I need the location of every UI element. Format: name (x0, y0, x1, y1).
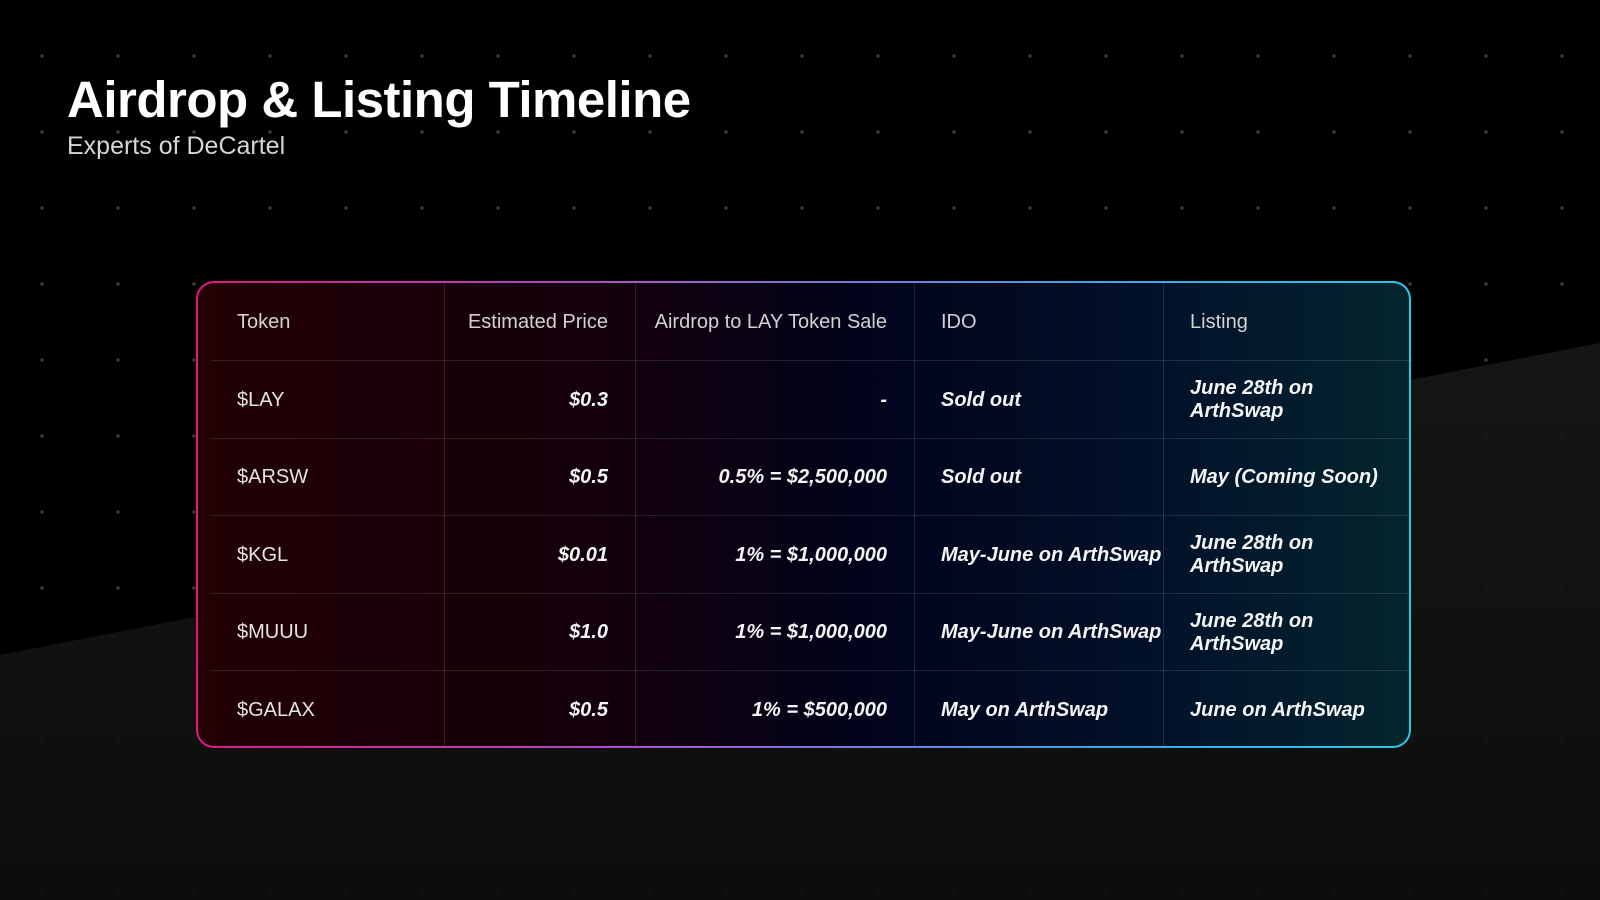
table-cell: $ARSW (211, 438, 445, 517)
table-cell: $0.3 (445, 361, 636, 439)
table-cell: $MUUU (211, 593, 445, 672)
table-row: $MUUU $1.0 1% = $1,000,000 May-June on Arth… (211, 592, 1409, 672)
table-cell: $1.0 (445, 593, 636, 672)
table-cell: $0.5 (445, 671, 636, 746)
table-cell: June 28th on ArthSwap (1190, 377, 1314, 422)
table-cell: $0.5 (445, 438, 636, 517)
table-cell: 0.5% = $2,500,000 (636, 438, 915, 517)
table-cell: May on ArthSwap (915, 671, 1164, 746)
table-cell: 1% = $500,000 (636, 671, 915, 746)
table-cell: June 28th on ArthSwap (1190, 609, 1314, 655)
table-cell: 1% = $1,000,000 (636, 593, 915, 672)
table-row: $KGL $0.01 1% = $1,000,000 May-June on Arth… (211, 515, 1409, 594)
table-cell: May-June on ArthSwap (915, 516, 1164, 594)
table-header-row: Token Estimated Price Airdrop to LAY Tok… (211, 283, 1409, 361)
table-cell: Sold out (915, 438, 1164, 517)
column-header: Estimated Price (445, 283, 636, 361)
table-cell: June 28th on ArthSwap (1190, 532, 1314, 577)
column-header: Token (211, 283, 445, 361)
table-body: Token Estimated Price Airdrop to LAY Tok… (198, 283, 1409, 746)
column-header: Listing (1190, 310, 1248, 333)
page-title: Airdrop & Listing Timeline (67, 71, 691, 128)
table-row: $LAY $0.3- Sold out June 28th on ArthSwap (211, 360, 1409, 439)
table-row: $ARSW $0.5 0.5% = $2,500,000 Sold out May (C… (211, 437, 1409, 517)
column-header: Airdrop to LAY Token Sale (636, 283, 915, 361)
table-cell: May-June on ArthSwap (915, 593, 1164, 672)
timeline-table: Token Estimated Price Airdrop to LAY Tok… (196, 281, 1411, 748)
column-header: IDO (915, 283, 1164, 361)
table-cell: - (636, 361, 915, 439)
table-cell: May (Coming Soon) (1190, 466, 1378, 488)
table-cell: June on ArthSwap (1190, 698, 1365, 721)
table-row: $GALAX $0.5 1% = $500,000 May on ArthSwap Ju… (211, 670, 1409, 746)
table-cell: $KGL (211, 516, 445, 594)
table-cell: $0.01 (445, 516, 636, 594)
page-subtitle: Experts of DeCartel (67, 132, 286, 160)
table-cell: $LAY (211, 361, 445, 439)
table-cell: $GALAX (211, 671, 445, 746)
table-cell: Sold out (915, 361, 1164, 439)
table-cell: 1% = $1,000,000 (636, 516, 915, 594)
